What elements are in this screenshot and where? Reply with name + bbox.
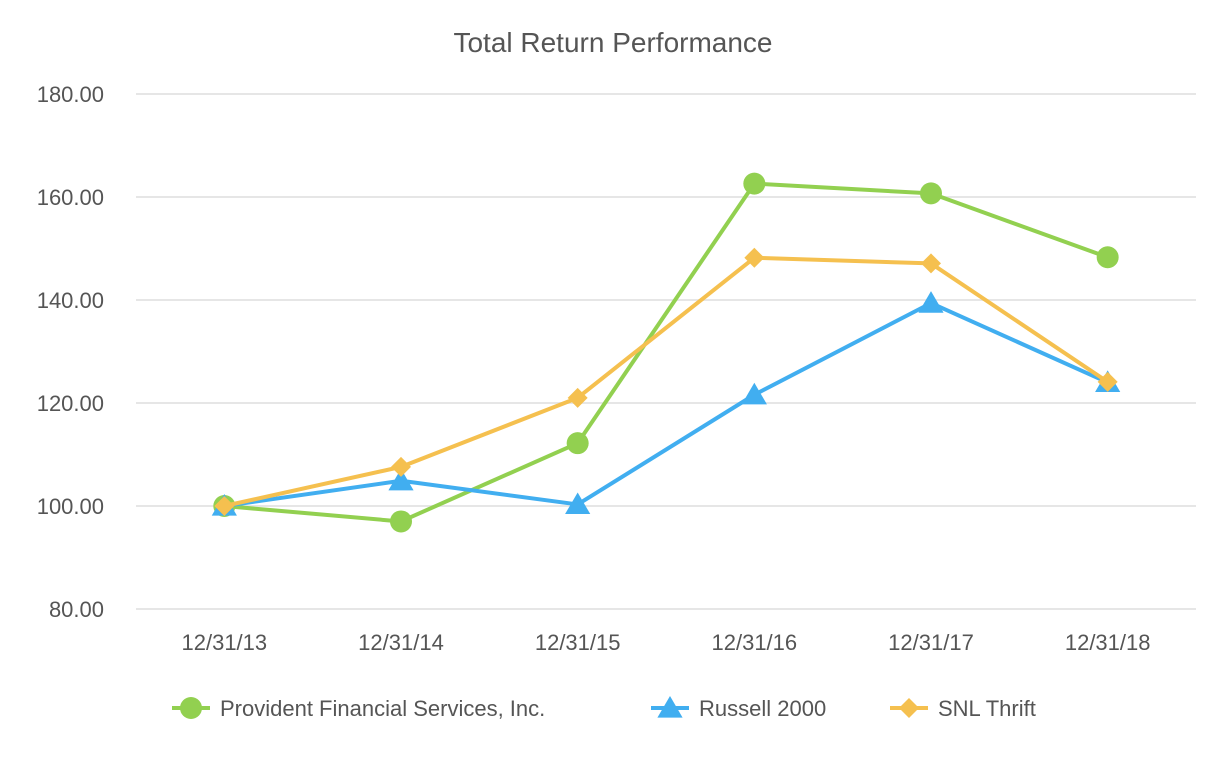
data-point <box>214 496 235 516</box>
x-axis-ticks: 12/31/13 12/31/14 12/31/15 12/31/16 12/31/17… <box>182 630 1151 655</box>
data-point <box>921 253 941 274</box>
y-tick-label: 140.00 <box>37 288 104 313</box>
x-tick-label: 12/31/15 <box>535 630 621 655</box>
x-tick-label: 12/31/13 <box>182 630 268 655</box>
legend-marker <box>899 698 919 718</box>
data-point <box>743 172 766 195</box>
series-line <box>224 301 1109 508</box>
x-tick-label: 12/31/18 <box>1065 630 1151 655</box>
data-point <box>1097 371 1118 392</box>
series-line <box>223 255 1109 508</box>
series-diamond <box>214 247 1118 516</box>
data-point <box>390 510 412 533</box>
data-point <box>391 456 411 477</box>
legend-label: SNL Thrift <box>938 696 1036 721</box>
data-point <box>567 387 588 408</box>
legend-item: SNL Thrift <box>890 696 1036 721</box>
legend: Provident Financial Services, Inc. Russel… <box>172 696 1036 721</box>
x-tick-label: 12/31/16 <box>712 630 798 655</box>
legend-item: Provident Financial Services, Inc. <box>172 696 545 721</box>
series-line <box>224 181 1109 524</box>
series-circle <box>213 172 1119 533</box>
data-point <box>565 492 591 515</box>
y-tick-label: 80.00 <box>49 597 104 622</box>
legend-item: Russell 2000 <box>651 696 826 721</box>
data-point <box>1096 246 1119 269</box>
gridlines <box>136 93 1196 610</box>
x-tick-label: 12/31/17 <box>888 630 974 655</box>
x-tick-label: 12/31/14 <box>358 630 444 655</box>
y-axis-ticks: 80.00 100.00 120.00 140.00 160.00 180.00 <box>37 82 104 622</box>
y-tick-label: 100.00 <box>37 494 104 519</box>
legend-marker <box>657 696 683 718</box>
y-tick-label: 160.00 <box>37 185 104 210</box>
data-point <box>918 291 944 313</box>
legend-marker <box>180 697 202 719</box>
data-point <box>388 468 414 491</box>
data-point <box>744 247 765 268</box>
data-point <box>741 382 767 405</box>
data-point <box>920 182 942 205</box>
series-group <box>211 172 1121 533</box>
y-tick-label: 120.00 <box>37 391 104 416</box>
chart-title: Total Return Performance <box>453 27 772 58</box>
legend-label: Provident Financial Services, Inc. <box>220 696 545 721</box>
y-tick-label: 180.00 <box>37 82 104 107</box>
legend-label: Russell 2000 <box>699 696 826 721</box>
data-point <box>566 432 589 455</box>
